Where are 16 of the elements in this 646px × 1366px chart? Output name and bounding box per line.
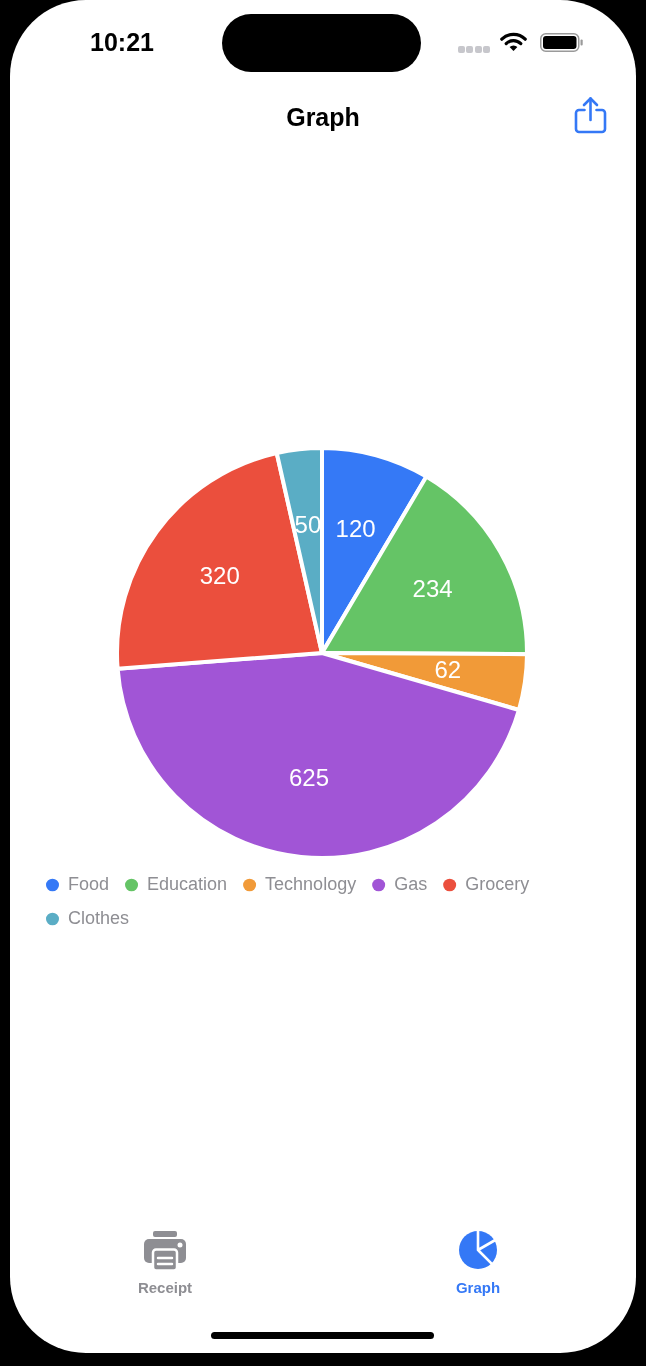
data-label: 120 — [335, 515, 376, 543]
data-label: 234 — [412, 574, 453, 602]
legend-label: Clothes — [68, 907, 130, 928]
text: Receipt — [136, 1279, 194, 1296]
text: 10:21 — [90, 28, 154, 56]
text: Graph — [454, 1279, 502, 1296]
data-label: 625 — [288, 764, 330, 792]
data-label: 62 — [434, 655, 462, 683]
legend-label: Food — [68, 873, 110, 894]
legend-label: Gas — [394, 873, 428, 894]
legend-label: Technology — [265, 873, 357, 894]
chart-title: Graph — [285, 103, 361, 131]
legend-label: Education — [147, 873, 228, 894]
data-label: 320 — [199, 562, 240, 590]
data-label: 50 — [294, 511, 322, 539]
legend-label: Grocery — [465, 873, 530, 894]
